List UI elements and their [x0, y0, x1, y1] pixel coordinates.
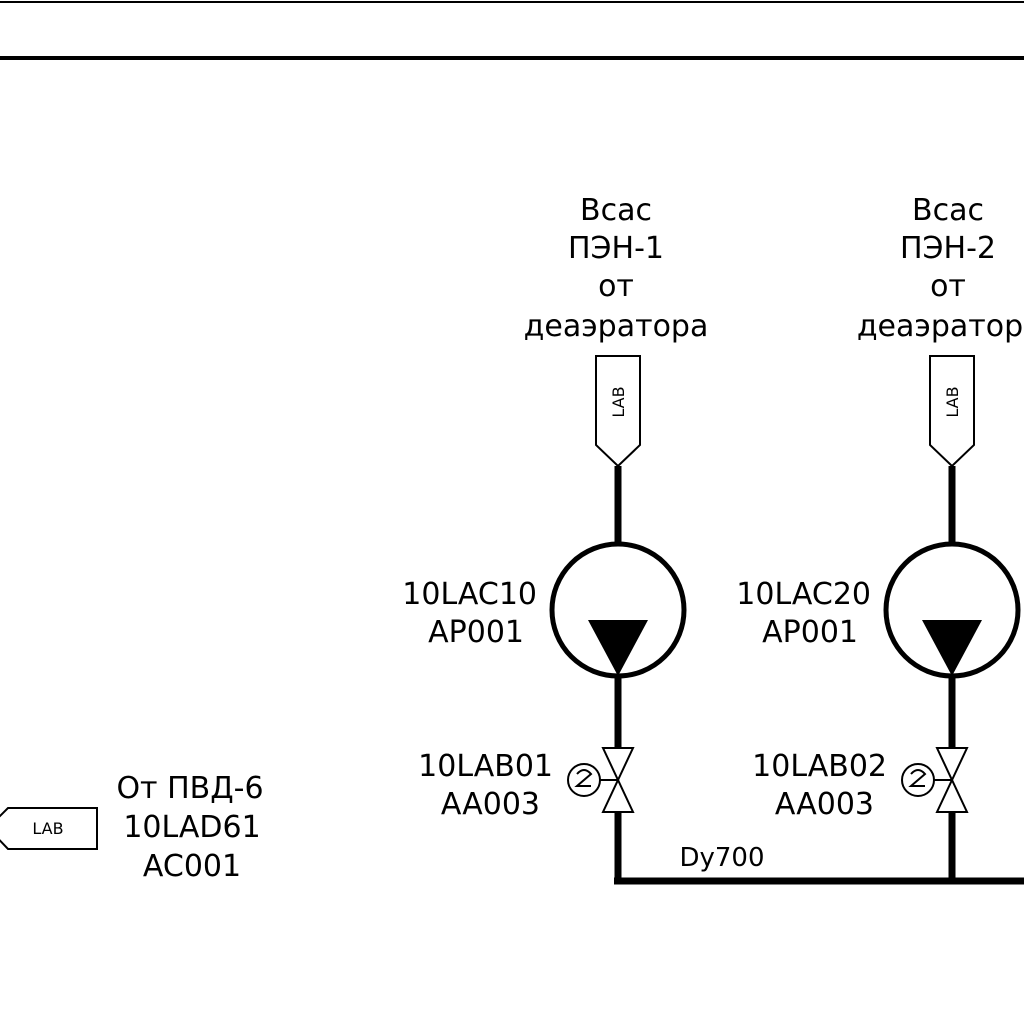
pump-1-line2: AP001 — [428, 615, 524, 650]
valve-1-label: 10LAB01 AA003 — [418, 749, 553, 822]
left-source-line1: От ПВД-6 — [116, 771, 263, 806]
valve-1-symbol[interactable] — [567, 747, 635, 813]
pump-2-inlet-connector[interactable]: LAB — [929, 355, 975, 468]
pump-1-inlet-connector[interactable]: LAB — [595, 355, 641, 468]
valve-1-line1: 10LAB01 — [418, 749, 553, 784]
pump-2-inlet-tag: LAB — [943, 386, 962, 417]
suction-2-label: Всас ПЭН-2 от деаэратор — [857, 193, 1023, 344]
pump-2-label: 10LAC20 AP001 — [736, 577, 871, 650]
suction-2-line1: Всас — [912, 193, 984, 228]
pump-1-label: 10LAC10 AP001 — [402, 577, 537, 650]
pipe-network — [614, 466, 1024, 885]
suction-1-line4: деаэратора — [524, 309, 709, 344]
valve-2-symbol[interactable] — [901, 747, 969, 813]
left-source-line3: AC001 — [143, 849, 241, 884]
pump-1-symbol[interactable] — [549, 541, 687, 679]
suction-1-line1: Всас — [580, 193, 652, 228]
valve-2-line1: 10LAB02 — [752, 749, 887, 784]
suction-2-line3: от — [930, 269, 966, 304]
suction-2-line2: ПЭН-2 — [900, 231, 996, 266]
valve-2-line2: AA003 — [775, 787, 874, 822]
left-source-connector[interactable]: LAB — [0, 807, 98, 850]
pump-2-symbol[interactable] — [883, 541, 1021, 679]
left-source-tag: LAB — [32, 819, 63, 838]
pump-2-line2: AP001 — [762, 615, 858, 650]
suction-1-label: Всас ПЭН-1 от деаэратора — [524, 193, 709, 344]
pump-2-line1: 10LAC20 — [736, 577, 871, 612]
valve-2-label: 10LAB02 AA003 — [752, 749, 887, 822]
left-source-line2: 10LAD61 — [123, 810, 260, 845]
suction-1-line3: от — [598, 269, 634, 304]
suction-2-line4: деаэратор — [857, 309, 1023, 344]
pump-1-inlet-tag: LAB — [609, 386, 628, 417]
header-pipe-size: Dy700 — [679, 843, 764, 873]
suction-1-line2: ПЭН-1 — [568, 231, 664, 266]
pump-1-line1: 10LAC10 — [402, 577, 537, 612]
left-source-label: От ПВД-6 10LAD61 AC001 — [116, 771, 263, 884]
valve-1-line2: AA003 — [441, 787, 540, 822]
